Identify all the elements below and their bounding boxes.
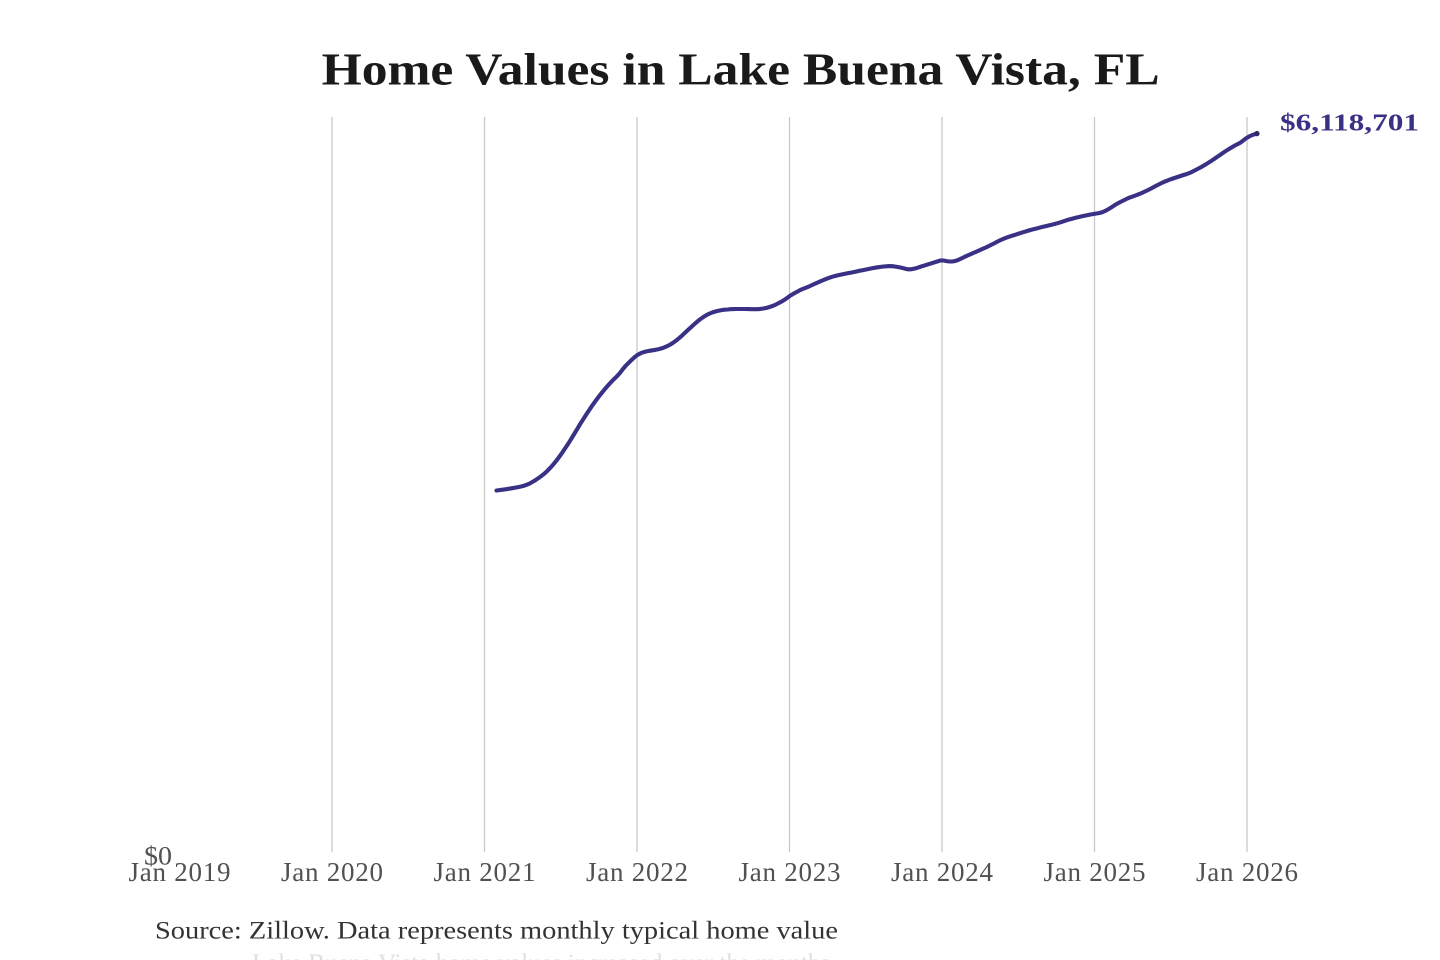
svg-text:Home Values in Lake Buena Vist: Home Values in Lake Buena Vista, FL [322, 44, 1160, 95]
svg-text:Jan 2019: Jan 2019 [129, 857, 231, 887]
svg-text:Jan 2026: Jan 2026 [1196, 857, 1298, 887]
svg-text:Jan 2023: Jan 2023 [739, 857, 841, 887]
svg-text:Jan 2020: Jan 2020 [281, 857, 383, 887]
svg-text:Jan 2021: Jan 2021 [434, 857, 536, 887]
svg-text:Jan 2024: Jan 2024 [891, 857, 994, 887]
svg-text:$0: $0 [144, 842, 172, 871]
svg-text:Lake Buena Vista home values i: Lake Buena Vista home values increased o… [252, 950, 830, 960]
svg-text:$6,118,701: $6,118,701 [1280, 111, 1419, 137]
svg-text:Source: Zillow. Data represent: Source: Zillow. Data represents monthly … [155, 918, 838, 945]
svg-text:Jan 2022: Jan 2022 [586, 857, 688, 887]
svg-text:Jan 2025: Jan 2025 [1044, 857, 1146, 887]
